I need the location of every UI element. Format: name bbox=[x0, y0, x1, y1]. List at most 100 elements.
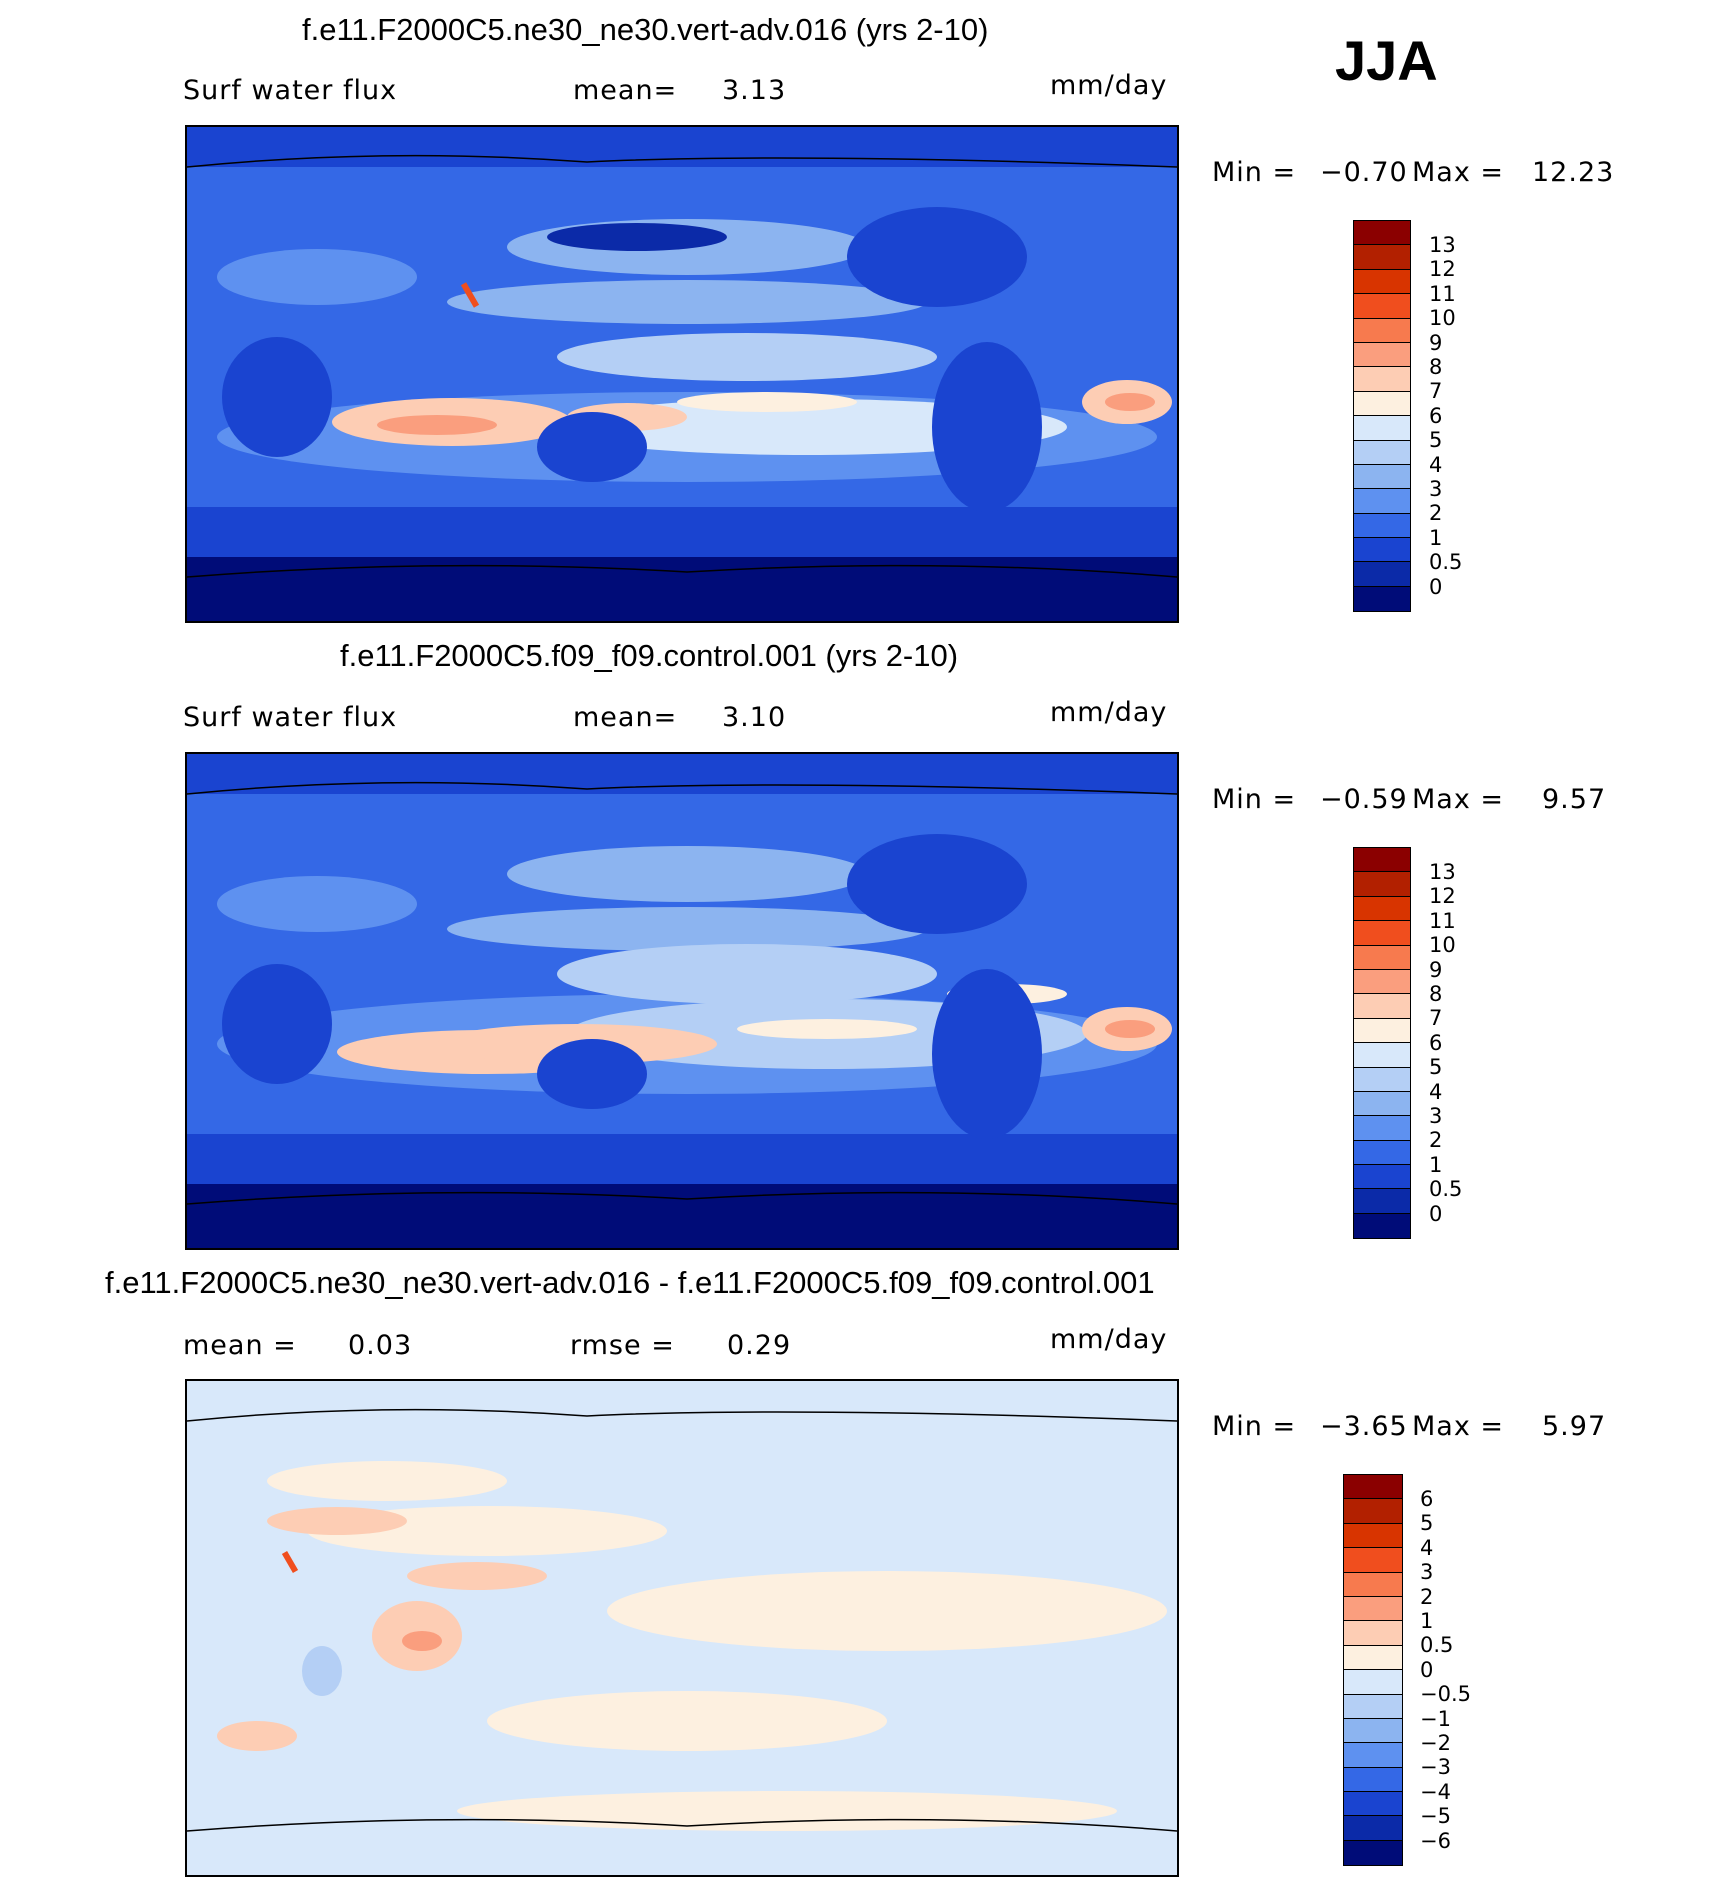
colorbar-tick-label: 7 bbox=[1429, 1006, 1443, 1031]
colorbar-tick-label: 3 bbox=[1429, 1104, 1443, 1129]
colorbar-swatch bbox=[1354, 489, 1410, 514]
colorbar-swatch bbox=[1354, 1140, 1410, 1166]
colorbar-tick-label: −4 bbox=[1420, 1779, 1451, 1804]
colorbar-tick-label: 3 bbox=[1420, 1560, 1434, 1585]
colorbar-swatch bbox=[1344, 1718, 1402, 1744]
colorbar-tick-label: 0.5 bbox=[1420, 1633, 1454, 1658]
colorbar-swatch bbox=[1344, 1572, 1402, 1597]
units-label: mm/day bbox=[1050, 70, 1168, 101]
colorbar-swatch bbox=[1344, 1499, 1402, 1524]
mean-value: 0.03 bbox=[348, 1330, 413, 1361]
max-value: 12.23 bbox=[1532, 157, 1615, 188]
colorbar-tick-label: −6 bbox=[1420, 1828, 1451, 1853]
colorbar-swatch bbox=[1354, 994, 1410, 1019]
colorbar-tick-label: 0 bbox=[1429, 574, 1443, 599]
colorbar-tick-labels: 6 5 4 3 2 1 0.5 0 −0.5 −1 −2 −3 −4 −5 −6 bbox=[1420, 1487, 1471, 1853]
variable-label: Surf water flux bbox=[183, 702, 398, 733]
max-label: Max = bbox=[1412, 1411, 1505, 1442]
colorbar-swatch bbox=[1354, 1116, 1410, 1141]
colorbar-swatch bbox=[1354, 586, 1410, 612]
mean-label: mean= bbox=[573, 702, 678, 733]
colorbar-swatch bbox=[1344, 1840, 1402, 1866]
colorbar-tick-label: 12 bbox=[1429, 884, 1456, 909]
colorbar-tick-label: 6 bbox=[1429, 1030, 1443, 1055]
colorbar-swatch bbox=[1354, 848, 1410, 873]
colorbar-swatch bbox=[1354, 294, 1410, 319]
colorbar-abs bbox=[1353, 847, 1411, 1240]
colorbar-tick-label: −2 bbox=[1420, 1731, 1451, 1756]
min-value: −0.70 bbox=[1320, 157, 1408, 188]
colorbar-swatch bbox=[1354, 921, 1410, 946]
colorbar-tick-label: 13 bbox=[1429, 233, 1456, 257]
colorbar-tick-label: 6 bbox=[1429, 403, 1443, 428]
colorbar-swatch bbox=[1354, 342, 1410, 368]
colorbar-tick-label: −1 bbox=[1420, 1706, 1451, 1731]
min-label: Min = bbox=[1212, 157, 1297, 188]
colorbar-tick-label: 8 bbox=[1429, 982, 1443, 1007]
colorbar-tick-label: 13 bbox=[1429, 860, 1456, 884]
colorbar-swatch bbox=[1344, 1596, 1402, 1622]
colorbar-tick-label: 9 bbox=[1429, 957, 1443, 982]
colorbar-diff bbox=[1343, 1474, 1403, 1867]
colorbar-swatch bbox=[1344, 1548, 1402, 1573]
colorbar-tick-label: 4 bbox=[1429, 1079, 1443, 1104]
colorbar-tick-label: 6 bbox=[1420, 1487, 1434, 1511]
colorbar-swatch bbox=[1354, 1165, 1410, 1190]
map-model bbox=[185, 125, 1179, 623]
max-value: 5.97 bbox=[1542, 1411, 1607, 1442]
colorbar-tick-label: 1 bbox=[1429, 525, 1443, 550]
mean-value: 3.10 bbox=[722, 702, 787, 733]
panel-title: f.e11.F2000C5.ne30_ne30.vert-adv.016 - f… bbox=[105, 1265, 1155, 1300]
map-difference bbox=[185, 1379, 1179, 1877]
min-label: Min = bbox=[1212, 1411, 1297, 1442]
colorbar-swatch bbox=[1354, 391, 1410, 417]
colorbar-tick-label: 0.5 bbox=[1429, 550, 1463, 575]
colorbar-swatch bbox=[1354, 367, 1410, 392]
colorbar-tick-label: 2 bbox=[1429, 501, 1443, 526]
colorbar-tick-label: −0.5 bbox=[1420, 1682, 1471, 1707]
colorbar-tick-label: 12 bbox=[1429, 257, 1456, 282]
colorbar-swatch bbox=[1354, 1018, 1410, 1044]
season-label: JJA bbox=[1335, 29, 1438, 92]
colorbar-tick-label: 0.5 bbox=[1429, 1177, 1463, 1202]
colorbar-swatch bbox=[1354, 440, 1410, 465]
colorbar-tick-label: −3 bbox=[1420, 1755, 1451, 1780]
colorbar-tick-label: 11 bbox=[1429, 908, 1456, 933]
units-label: mm/day bbox=[1050, 697, 1168, 728]
colorbar-abs bbox=[1353, 220, 1411, 613]
colorbar-tick-label: 7 bbox=[1429, 379, 1443, 404]
panel-title: f.e11.F2000C5.f09_f09.control.001 (yrs 2… bbox=[340, 638, 959, 673]
colorbar-swatch bbox=[1354, 1067, 1410, 1092]
colorbar-tick-label: 5 bbox=[1429, 428, 1443, 453]
colorbar-swatch bbox=[1354, 221, 1410, 246]
colorbar-tick-label: 1 bbox=[1420, 1609, 1434, 1634]
colorbar-swatch bbox=[1344, 1670, 1402, 1695]
colorbar-tick-label: 11 bbox=[1429, 281, 1456, 306]
mean-label: mean = bbox=[183, 1330, 297, 1361]
map-control bbox=[185, 752, 1179, 1250]
colorbar-tick-labels: 13 12 11 10 9 8 7 6 5 4 3 2 1 0.5 0 bbox=[1429, 233, 1462, 599]
min-value: −0.59 bbox=[1320, 784, 1408, 815]
colorbar-swatch bbox=[1344, 1645, 1402, 1671]
colorbar-swatch bbox=[1354, 513, 1410, 539]
colorbar-tick-label: 8 bbox=[1429, 355, 1443, 380]
colorbar-swatch bbox=[1354, 269, 1410, 295]
max-label: Max = bbox=[1412, 157, 1505, 188]
colorbar-swatch bbox=[1354, 562, 1410, 587]
variable-label: Surf water flux bbox=[183, 75, 398, 106]
rmse-label: rmse = bbox=[570, 1330, 675, 1361]
colorbar-swatch bbox=[1354, 1091, 1410, 1117]
colorbar-swatch bbox=[1354, 416, 1410, 441]
max-label: Max = bbox=[1412, 784, 1505, 815]
colorbar-tick-label: 9 bbox=[1429, 330, 1443, 355]
max-value: 9.57 bbox=[1542, 784, 1607, 815]
colorbar-tick-label: 1 bbox=[1429, 1152, 1443, 1177]
colorbar-swatch bbox=[1354, 969, 1410, 995]
colorbar-tick-label: 4 bbox=[1420, 1535, 1434, 1560]
colorbar-tick-label: 5 bbox=[1429, 1055, 1443, 1080]
colorbar-tick-label: 2 bbox=[1420, 1584, 1434, 1609]
colorbar-swatch bbox=[1354, 1043, 1410, 1068]
rmse-value: 0.29 bbox=[727, 1330, 792, 1361]
colorbar-swatch bbox=[1344, 1621, 1402, 1646]
colorbar-swatch bbox=[1354, 872, 1410, 897]
